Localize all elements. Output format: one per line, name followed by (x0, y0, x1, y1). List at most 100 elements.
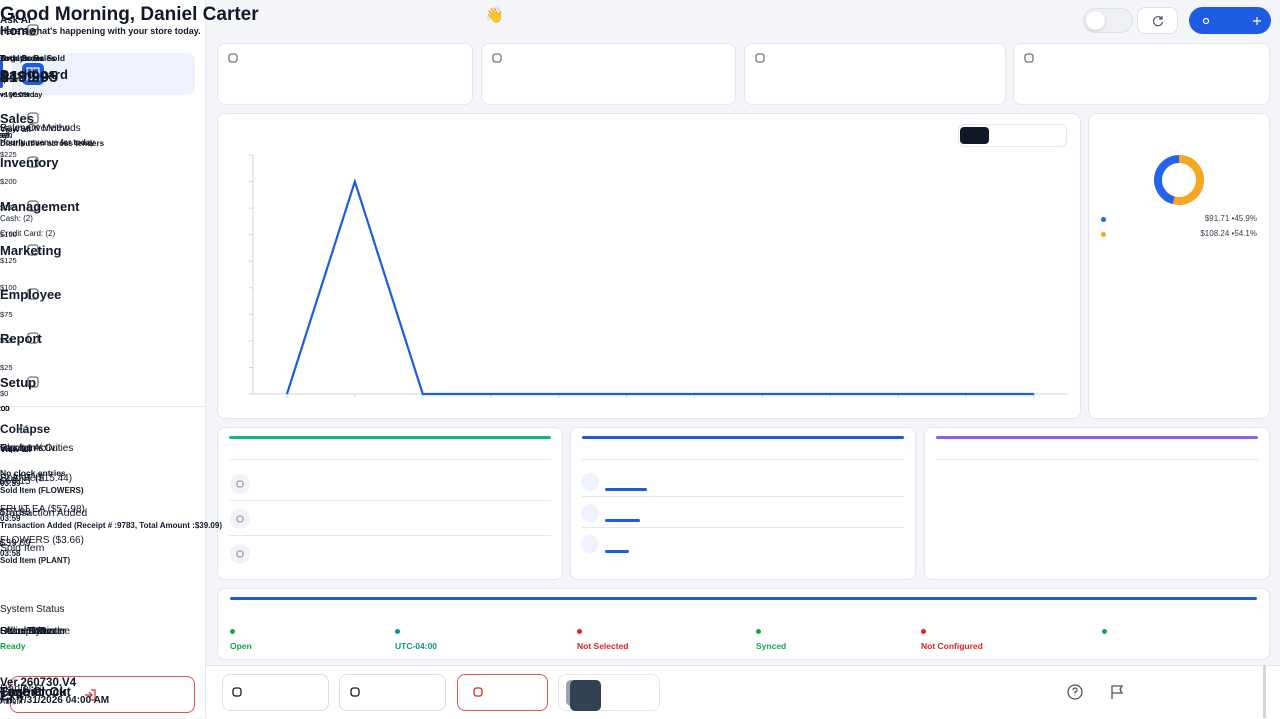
x-tick-label: 00:00 (0, 404, 10, 414)
nav-label[interactable]: Sales (0, 110, 34, 126)
rank: 1 (0, 478, 2, 486)
icon (27, 376, 39, 388)
exit-icon (85, 689, 96, 701)
y-tick-label: $200 (0, 176, 17, 186)
nav-label[interactable]: Dashboard (0, 66, 68, 82)
icon (492, 53, 502, 63)
exit-button[interactable] (10, 676, 195, 713)
icon (236, 550, 244, 558)
footer-button-label[interactable]: Cashier Out (0, 684, 71, 699)
activity-time: 03:59 (0, 514, 21, 523)
ask-ai-label[interactable]: Ask AI (0, 15, 31, 26)
icon-shape (492, 53, 502, 63)
footer-button[interactable] (222, 674, 329, 711)
status-value: Not Configured (921, 640, 983, 651)
icon (27, 332, 39, 344)
rank: 2 (0, 509, 2, 517)
status-label: Receipt Printer (0, 626, 67, 637)
panel-link[interactable]: View all (0, 443, 32, 454)
scrollbar (1263, 665, 1266, 718)
payment-link[interactable]: View all (0, 123, 32, 134)
legend-dot (1101, 231, 1106, 237)
range-option[interactable]: Day (0, 130, 9, 140)
icon (236, 480, 244, 488)
theme-toggle[interactable] (1083, 8, 1133, 33)
item-bar (605, 519, 641, 522)
status-value[interactable]: Ready (0, 640, 26, 651)
kpi-value: 4 (0, 69, 9, 86)
row-divider (229, 535, 551, 536)
icon (1024, 53, 1034, 63)
icon-shape (27, 244, 39, 256)
share: 54.1% (1229, 229, 1257, 238)
nav-label[interactable]: Employee (0, 286, 62, 302)
refresh-icon (1152, 16, 1164, 27)
icon-shape (33, 74, 40, 81)
item-amount: $39.09 (0, 538, 31, 549)
greeting-emoji: 👋 (485, 6, 504, 24)
nav-label[interactable]: Setup (0, 374, 37, 390)
icon-shape (27, 288, 39, 300)
payment-card (1088, 113, 1270, 419)
icon (27, 156, 39, 168)
footer-button-label[interactable]: Logout (0, 684, 43, 699)
payment-amount: $91.7145.9% (1204, 214, 1257, 223)
exit-label[interactable]: Exit (0, 687, 24, 703)
icon-shape (1072, 687, 1078, 696)
chart-subtitle: Hourly revenue for today (0, 138, 95, 147)
icon (27, 112, 39, 124)
footer-button[interactable] (339, 674, 446, 711)
x-tick-label: 04:00 (0, 404, 10, 414)
icon-shape (1067, 684, 1083, 700)
row-divider (582, 527, 904, 528)
status-card (217, 588, 1270, 660)
activity-icon (230, 474, 250, 494)
icon (27, 288, 39, 300)
panel-link[interactable]: View all (0, 443, 32, 454)
footer-button-label[interactable]: Time Clock (0, 684, 67, 699)
chart-title: Sales Overview (0, 123, 70, 134)
clock-empty: No clock entries (0, 467, 66, 478)
kpi-card (217, 43, 473, 105)
nav-item[interactable] (12, 361, 195, 403)
refresh-button[interactable] (1137, 7, 1178, 34)
legend-dot (1101, 216, 1106, 222)
activity-time: 03:58 (0, 549, 21, 558)
rank-badge (581, 473, 599, 491)
x-tick-label: 02:00 (0, 404, 10, 414)
activity-title: Transaction Added (0, 506, 88, 519)
kpi-card (1013, 43, 1270, 105)
header-subtitle: Here's what's happening with your store … (0, 25, 201, 36)
footer-button[interactable] (457, 674, 548, 711)
status-value: Open (230, 640, 252, 651)
x-tick-label: 08:00 (0, 404, 10, 414)
icon-shape (1152, 16, 1164, 27)
nav-label[interactable]: Home (0, 22, 37, 38)
range-option[interactable]: Week (0, 130, 12, 140)
collapse-icon-glyph[interactable]: Collapse (0, 422, 51, 436)
range-option[interactable]: Month (0, 130, 13, 140)
panel-divider (936, 459, 1258, 460)
row-divider (229, 500, 551, 501)
row-divider (582, 496, 904, 497)
item-name: FRUIT EA ($57.98) (0, 504, 85, 515)
kpi-compare: vs yesterday (0, 90, 43, 100)
status-value: Synced (756, 640, 787, 651)
status-value: Not Selected (577, 640, 629, 651)
y-tick-label: $0 (0, 389, 9, 399)
avatar (570, 680, 601, 711)
nav-label[interactable]: Marketing (0, 242, 62, 258)
status-title: System Status (0, 604, 65, 615)
icon (755, 53, 765, 63)
nav-label[interactable]: Report (0, 330, 42, 346)
item-name: PLANT ($15.44) (0, 473, 73, 484)
panel-link[interactable]: View all (0, 443, 32, 454)
amount: $91.71 (1204, 214, 1230, 223)
status-dot (921, 629, 926, 634)
kpi-label: Avg. Order (0, 52, 44, 63)
chart-card (217, 113, 1081, 419)
sidebar (0, 0, 206, 718)
nav-label[interactable]: Management (0, 198, 80, 214)
nav-label[interactable]: Inventory (0, 154, 59, 170)
